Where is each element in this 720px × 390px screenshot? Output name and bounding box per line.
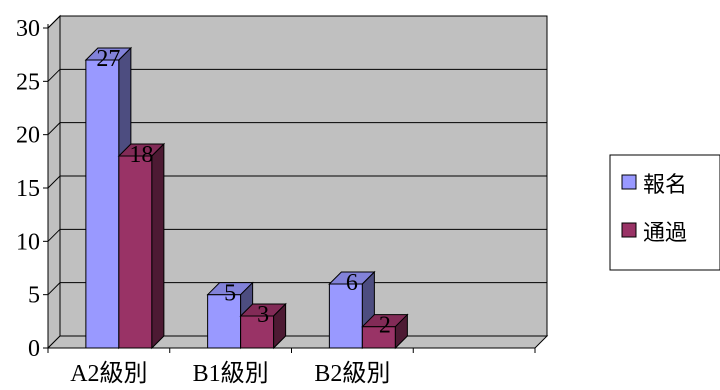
bar — [361, 313, 409, 350]
legend-swatch-registered — [621, 174, 637, 190]
bar-value-label: 6 — [346, 270, 358, 296]
gridline — [47, 228, 547, 242]
legend-label-passed: 通過 — [643, 221, 687, 246]
y-tick-label: 20 — [16, 123, 40, 149]
bar-value-label: 3 — [257, 302, 269, 328]
legend: 報名 通過 — [609, 154, 720, 271]
bar-value-label: 5 — [224, 281, 236, 307]
legend-swatch-passed — [621, 222, 637, 238]
gridline — [47, 15, 547, 29]
bar — [239, 302, 287, 350]
x-category-label: A2級別 — [70, 360, 147, 387]
y-tick-label: 5 — [28, 283, 40, 309]
y-tick-label: 10 — [16, 229, 40, 255]
y-tick-label: 30 — [16, 16, 40, 42]
y-tick-label: 0 — [28, 336, 40, 362]
y-tick-label: 25 — [16, 69, 40, 95]
gridline — [47, 175, 547, 189]
legend-label-registered: 報名 — [643, 173, 687, 198]
bar-value-label: 18 — [129, 142, 153, 168]
gridline — [47, 122, 547, 136]
y-tick-label: 15 — [16, 176, 40, 202]
gridline — [47, 282, 547, 296]
bar-value-label: 27 — [96, 46, 120, 72]
x-category-label: B1級別 — [193, 360, 269, 387]
bar-value-label: 2 — [379, 313, 391, 339]
bar — [117, 142, 166, 350]
x-category-label: B2級別 — [314, 360, 390, 387]
gridline — [47, 68, 547, 82]
legend-box — [609, 154, 720, 271]
